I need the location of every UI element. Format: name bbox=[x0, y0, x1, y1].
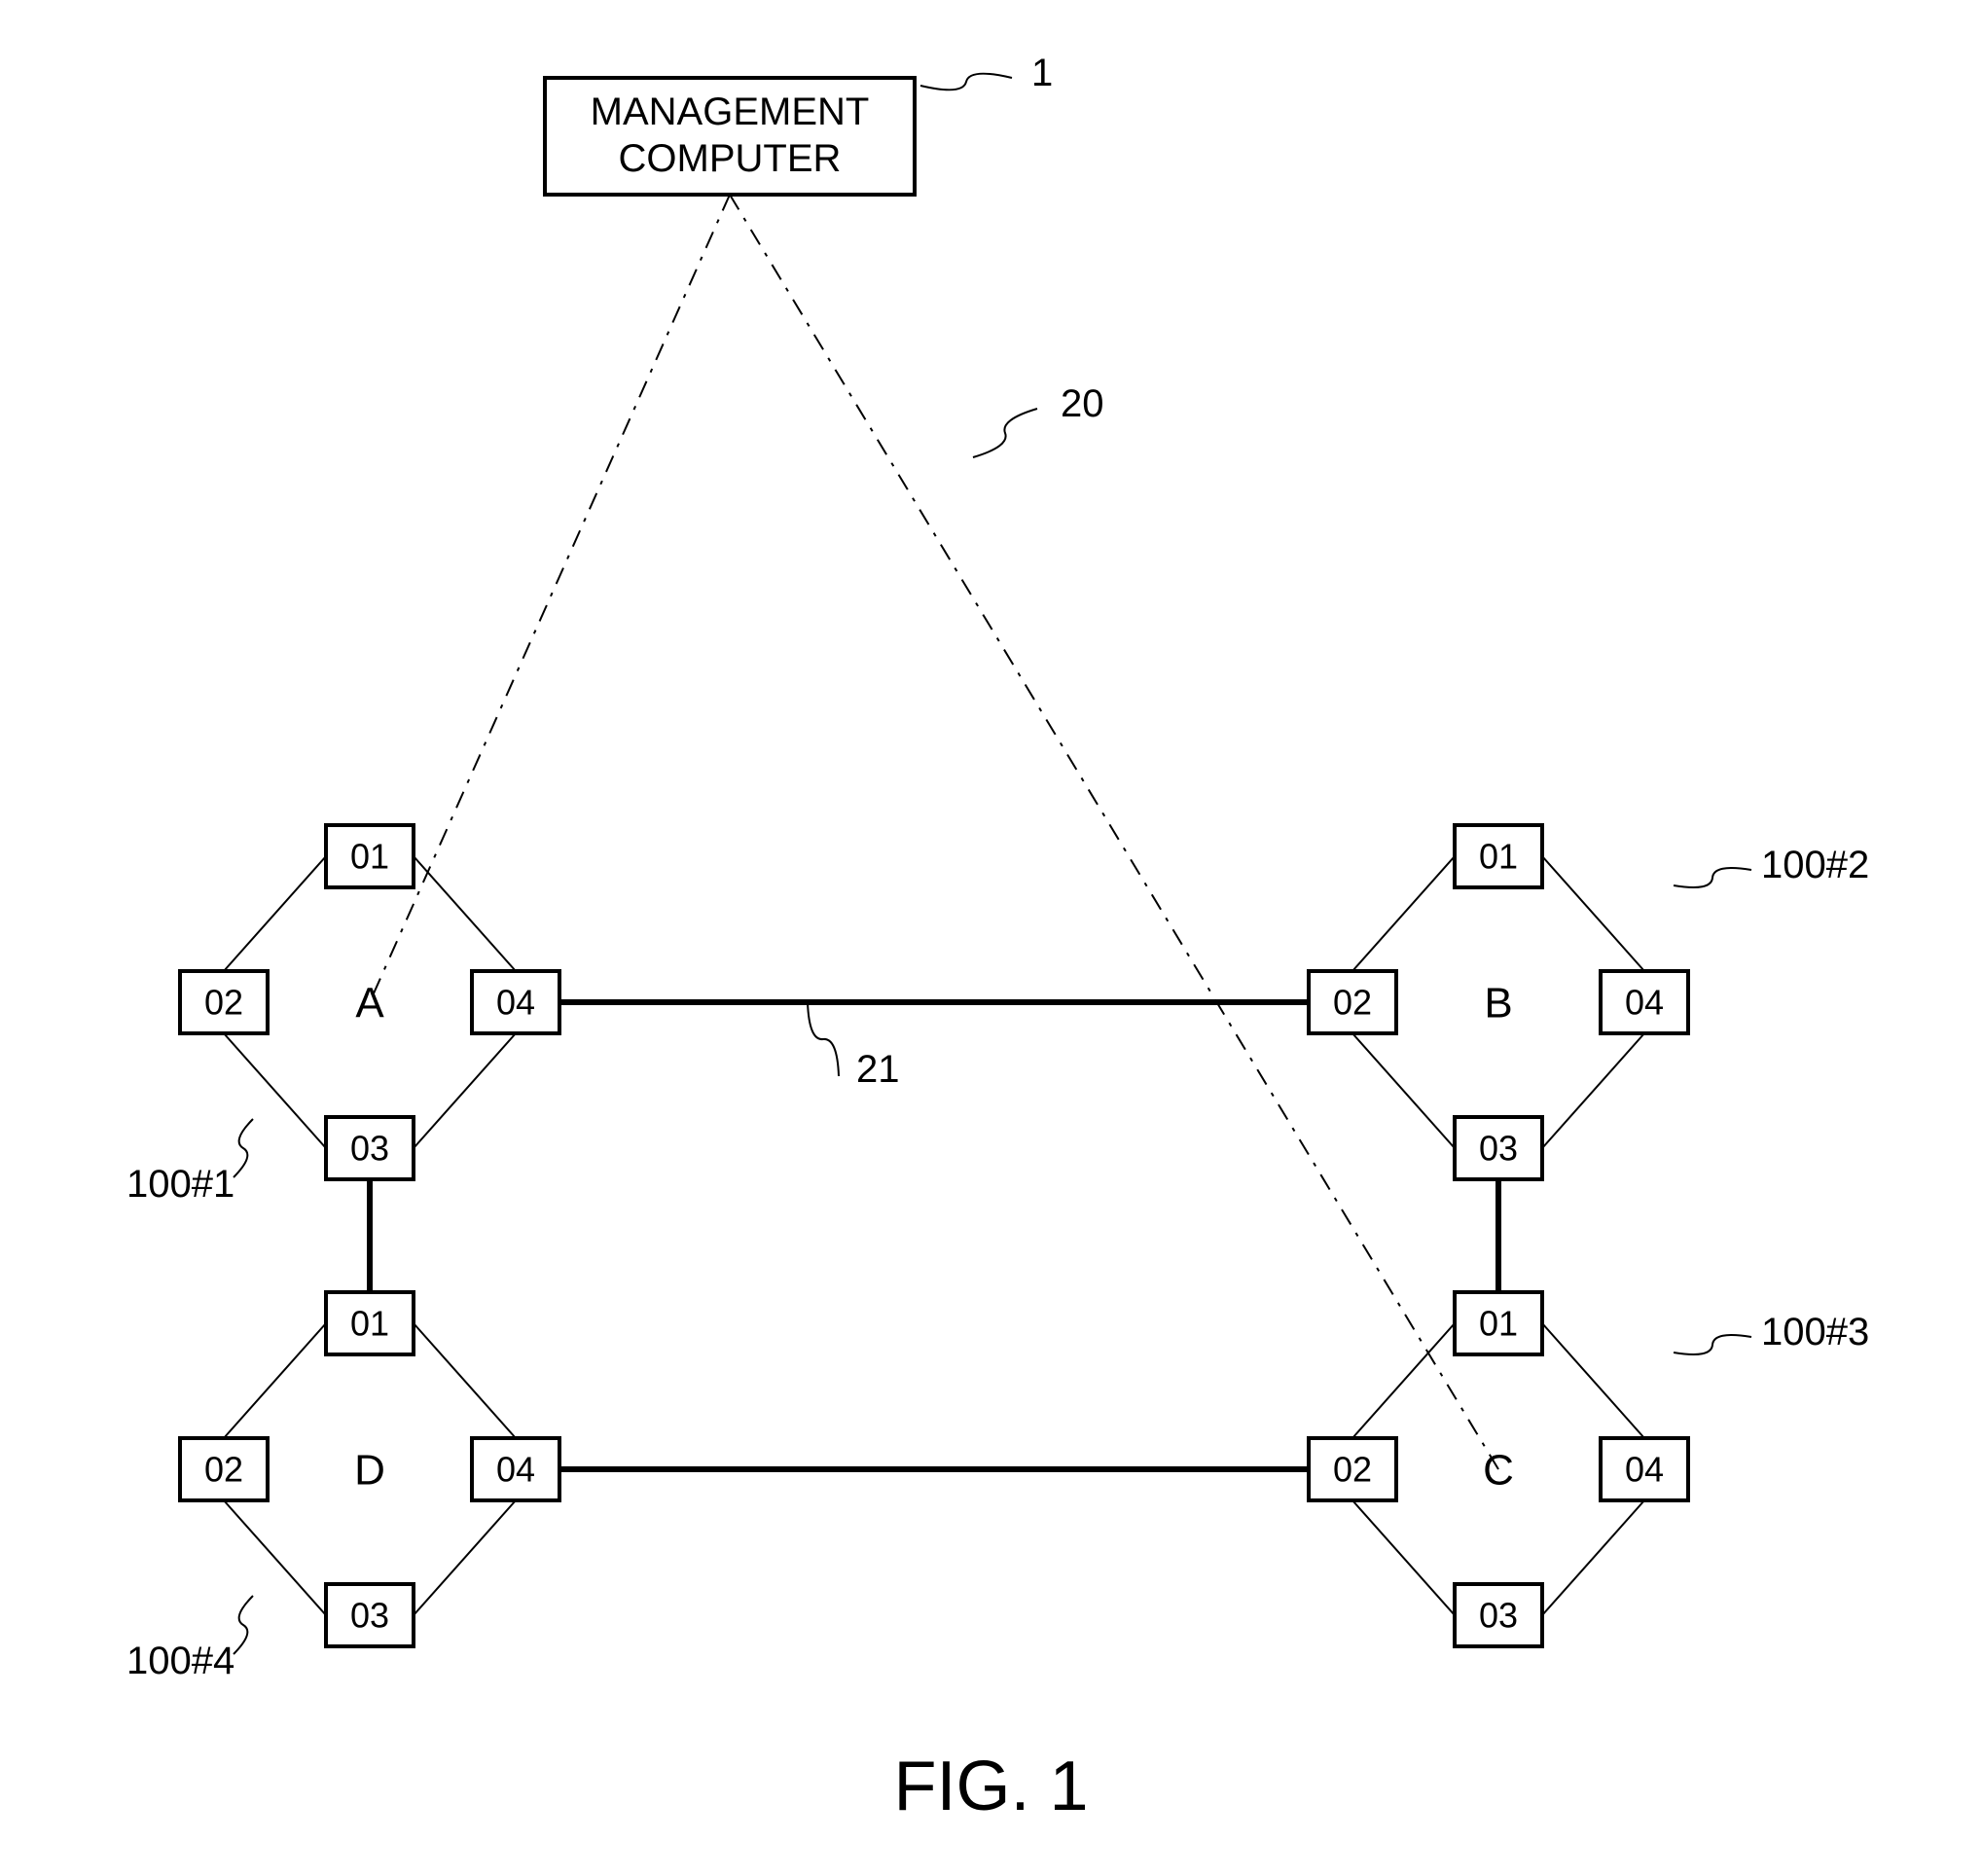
mgmt-link bbox=[730, 195, 1498, 1469]
node-B-label: B bbox=[1484, 979, 1512, 1027]
management-computer-label-1: MANAGEMENT bbox=[591, 90, 870, 133]
node-D-label: D bbox=[354, 1446, 385, 1494]
ref-leader bbox=[234, 1596, 253, 1654]
node-D-edge bbox=[224, 1323, 326, 1438]
node-A-edge bbox=[224, 1033, 326, 1148]
node-D-edge bbox=[224, 1500, 326, 1615]
ref-label-100#4: 100#4 bbox=[126, 1640, 234, 1682]
node-B-edge bbox=[1352, 1033, 1455, 1148]
ref-label-1: 1 bbox=[1031, 52, 1053, 94]
node-C-port-bottom-label: 03 bbox=[1479, 1596, 1518, 1636]
node-C-label: C bbox=[1483, 1446, 1514, 1494]
ref-label-100#3: 100#3 bbox=[1761, 1311, 1869, 1353]
node-A-label: A bbox=[355, 979, 384, 1027]
node-D-port-top-label: 01 bbox=[350, 1304, 389, 1344]
node-A-edge bbox=[414, 856, 516, 971]
ref-label-100#2: 100#2 bbox=[1761, 844, 1869, 886]
node-C-port-right-label: 04 bbox=[1625, 1450, 1664, 1490]
ref-leader bbox=[1674, 868, 1751, 887]
node-C-edge bbox=[1352, 1500, 1455, 1615]
ref-label-100#1: 100#1 bbox=[126, 1163, 234, 1206]
node-A-port-left-label: 02 bbox=[204, 983, 243, 1023]
node-C-edge bbox=[1542, 1323, 1644, 1438]
ref-leader bbox=[973, 409, 1037, 457]
node-D-port-left-label: 02 bbox=[204, 1450, 243, 1490]
figure-title: FIG. 1 bbox=[893, 1748, 1088, 1825]
ref-leader bbox=[808, 1002, 839, 1076]
management-computer-label-2: COMPUTER bbox=[619, 137, 842, 180]
ref-label-21: 21 bbox=[856, 1048, 900, 1091]
mgmt-link bbox=[370, 195, 730, 1002]
node-B-port-bottom-label: 03 bbox=[1479, 1129, 1518, 1169]
node-A-edge bbox=[414, 1033, 516, 1148]
node-B-edge bbox=[1542, 856, 1644, 971]
node-C-port-left-label: 02 bbox=[1333, 1450, 1372, 1490]
node-B-port-right-label: 04 bbox=[1625, 983, 1664, 1023]
node-B-edge bbox=[1352, 856, 1455, 971]
ref-leader bbox=[1674, 1335, 1751, 1354]
node-B-port-top-label: 01 bbox=[1479, 837, 1518, 877]
node-A-port-right-label: 04 bbox=[496, 983, 535, 1023]
node-D-edge bbox=[414, 1323, 516, 1438]
ref-label-20: 20 bbox=[1061, 382, 1104, 425]
ref-leader bbox=[920, 74, 1012, 90]
node-B-port-left-label: 02 bbox=[1333, 983, 1372, 1023]
node-A-edge bbox=[224, 856, 326, 971]
node-A-port-bottom-label: 03 bbox=[350, 1129, 389, 1169]
node-D-port-right-label: 04 bbox=[496, 1450, 535, 1490]
node-A-port-top-label: 01 bbox=[350, 837, 389, 877]
node-C-edge bbox=[1542, 1500, 1644, 1615]
ref-leader bbox=[234, 1119, 253, 1177]
diagram-canvas: MANAGEMENTCOMPUTER A 01 02 04 03 B 01 02 04 03 C 01 0… bbox=[0, 0, 1982, 1876]
node-B-edge bbox=[1542, 1033, 1644, 1148]
node-D-port-bottom-label: 03 bbox=[350, 1596, 389, 1636]
node-C-edge bbox=[1352, 1323, 1455, 1438]
node-C-port-top-label: 01 bbox=[1479, 1304, 1518, 1344]
node-D-edge bbox=[414, 1500, 516, 1615]
